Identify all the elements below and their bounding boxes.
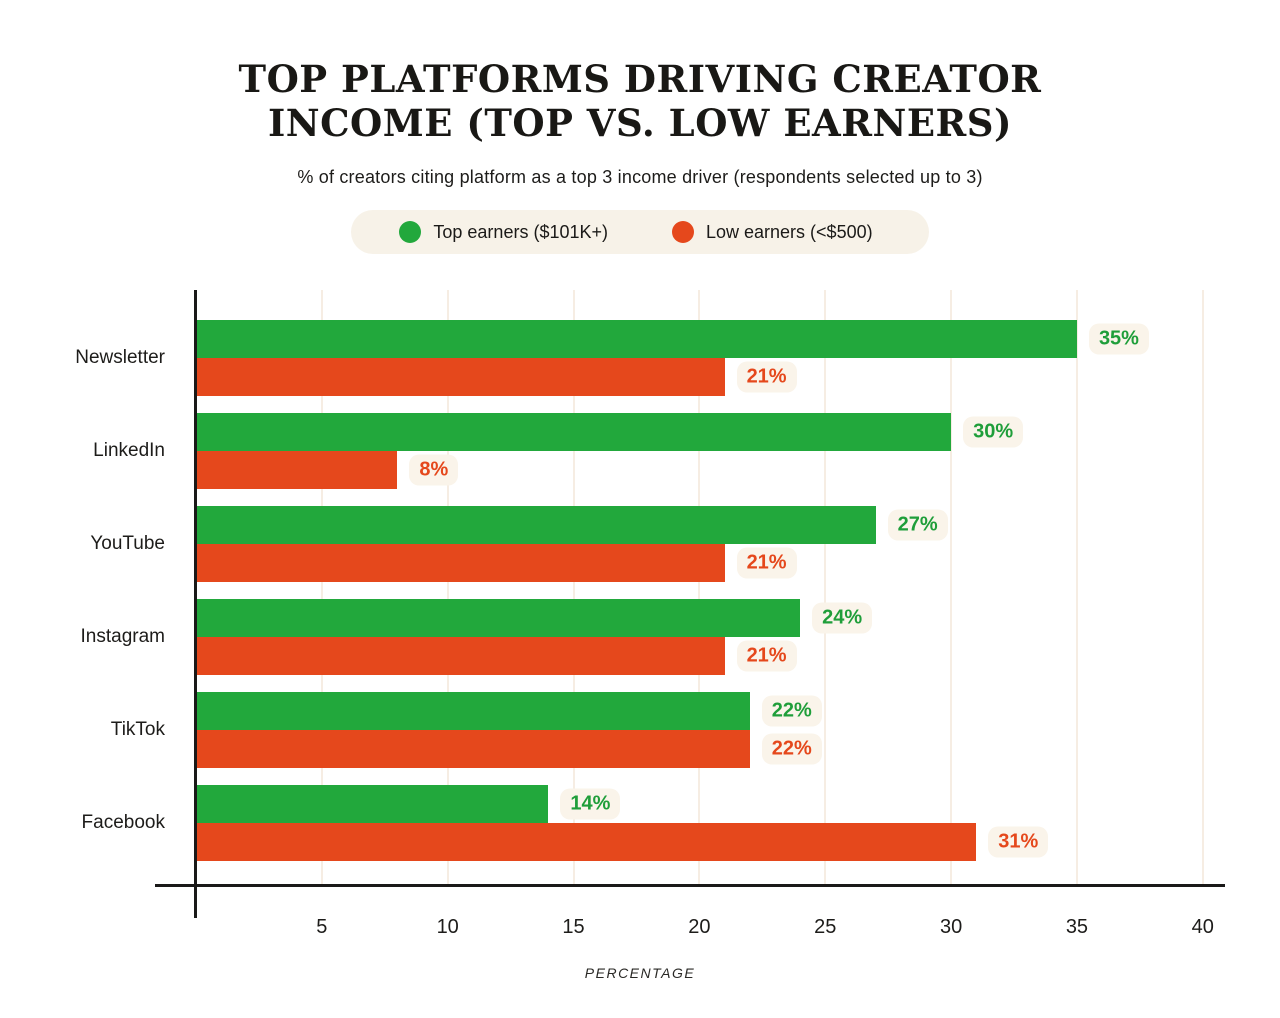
category-label-instagram: Instagram bbox=[80, 626, 165, 647]
x-tick-10: 10 bbox=[436, 916, 459, 938]
value-label-newsletter-low-earners: 21% bbox=[736, 361, 797, 393]
bar-instagram-low-earners bbox=[196, 637, 725, 675]
legend-label-top-earners: Top earners ($101K+) bbox=[433, 221, 608, 242]
value-label-instagram-top-earners: 24% bbox=[812, 602, 873, 634]
value-label-facebook-low-earners: 31% bbox=[988, 826, 1049, 858]
bar-newsletter-top-earners bbox=[196, 320, 1077, 358]
top-earners-dot-icon bbox=[399, 221, 422, 244]
bar-newsletter-low-earners bbox=[196, 358, 725, 396]
category-label-tiktok: TikTok bbox=[110, 719, 165, 740]
value-label-tiktok-low-earners: 22% bbox=[761, 733, 822, 765]
x-axis-line bbox=[155, 884, 1225, 887]
y-axis-line bbox=[194, 290, 197, 918]
value-label-instagram-low-earners: 21% bbox=[736, 640, 797, 672]
x-tick-35: 35 bbox=[1065, 916, 1089, 938]
bar-facebook-top-earners bbox=[196, 785, 549, 823]
bar-linkedin-top-earners bbox=[196, 413, 952, 451]
gridline-5 bbox=[320, 290, 323, 884]
x-tick-15: 15 bbox=[562, 916, 585, 938]
bar-instagram-top-earners bbox=[196, 599, 801, 637]
x-tick-20: 20 bbox=[688, 916, 711, 938]
gridline-35 bbox=[1075, 290, 1078, 884]
bar-tiktok-top-earners bbox=[196, 692, 750, 730]
category-label-facebook: Facebook bbox=[81, 812, 165, 833]
chart-title-line2: INCOME (TOP VS. LOW EARNERS) bbox=[267, 100, 1013, 145]
gridline-15 bbox=[572, 290, 575, 884]
bar-tiktok-low-earners bbox=[196, 730, 750, 768]
bar-youtube-top-earners bbox=[196, 506, 876, 544]
value-label-youtube-top-earners: 27% bbox=[887, 509, 948, 541]
chart-title: TOP PLATFORMS DRIVING CREATOR INCOME (TO… bbox=[0, 0, 1280, 145]
legend-pill: Top earners ($101K+) Low earners (<$500) bbox=[351, 210, 929, 255]
gridline-10 bbox=[446, 290, 449, 884]
bar-linkedin-low-earners bbox=[196, 451, 398, 489]
chart-title-line1: TOP PLATFORMS DRIVING CREATOR bbox=[238, 57, 1042, 101]
x-tick-5: 5 bbox=[316, 916, 328, 938]
low-earners-dot-icon bbox=[672, 221, 694, 244]
chart-subtitle: % of creators citing platform as a top 3… bbox=[297, 167, 983, 188]
legend-label-low-earners: Low earners (<$500) bbox=[706, 221, 873, 242]
value-label-youtube-low-earners: 21% bbox=[736, 547, 797, 579]
category-label-linkedin: LinkedIn bbox=[93, 440, 165, 461]
x-tick-25: 25 bbox=[814, 916, 837, 938]
value-label-linkedin-top-earners: 30% bbox=[963, 416, 1024, 448]
value-label-newsletter-top-earners: 35% bbox=[1088, 323, 1149, 355]
bar-facebook-low-earners bbox=[196, 823, 977, 861]
x-tick-40: 40 bbox=[1191, 916, 1214, 938]
value-label-tiktok-top-earners: 22% bbox=[761, 695, 822, 727]
gridline-25 bbox=[824, 290, 827, 884]
value-label-linkedin-low-earners: 8% bbox=[409, 454, 459, 486]
value-label-facebook-top-earners: 14% bbox=[560, 788, 621, 820]
x-tick-30: 30 bbox=[939, 916, 963, 938]
gridline-20 bbox=[698, 290, 701, 884]
category-label-youtube: YouTube bbox=[90, 533, 165, 554]
category-label-newsletter: Newsletter bbox=[75, 347, 165, 368]
gridline-40 bbox=[1201, 290, 1204, 884]
legend-item-top-earners: Top earners ($101K+) bbox=[399, 221, 608, 244]
legend-item-low-earners: Low earners (<$500) bbox=[672, 221, 873, 244]
bar-youtube-low-earners bbox=[196, 544, 725, 582]
gridline-30 bbox=[950, 290, 953, 884]
x-axis-title: PERCENTAGE bbox=[584, 965, 696, 981]
legend: Top earners ($101K+) Low earners (<$500) bbox=[0, 210, 1280, 255]
